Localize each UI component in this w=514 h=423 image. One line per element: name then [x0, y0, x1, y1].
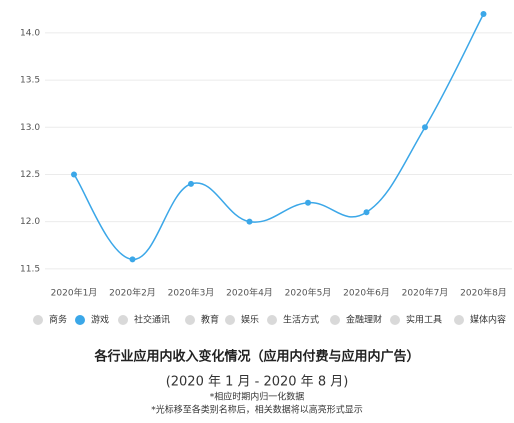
- note: *相应时期内归一化数据: [210, 391, 305, 403]
- x-tick-label: 2020年2月: [109, 287, 156, 299]
- point: [246, 218, 253, 225]
- legend-marker[interactable]: [185, 315, 195, 325]
- legend-label[interactable]: 娱乐: [241, 314, 259, 326]
- legend-label[interactable]: 生活方式: [283, 314, 319, 326]
- x-tick-label: 2020年5月: [285, 287, 332, 299]
- x-tick-label: 2020年8月: [460, 287, 507, 299]
- x-tick-label: 2020年3月: [168, 287, 215, 299]
- legend-marker[interactable]: [390, 315, 400, 325]
- point: [363, 209, 370, 216]
- x-tick-label: 2020年1月: [51, 287, 98, 299]
- legend-marker[interactable]: [75, 315, 85, 325]
- y-tick-label: 14.0: [20, 28, 40, 38]
- legend-marker[interactable]: [267, 315, 277, 325]
- x-tick-label: 2020年7月: [402, 287, 449, 299]
- legend-label[interactable]: 游戏: [91, 314, 109, 326]
- legend-marker[interactable]: [454, 315, 464, 325]
- y-tick-label: 12.5: [20, 170, 40, 180]
- legend-label[interactable]: 商务: [49, 314, 67, 326]
- legend-marker[interactable]: [33, 315, 43, 325]
- y-tick-label: 13.5: [20, 76, 40, 86]
- legend-label[interactable]: 金融理财: [346, 314, 382, 326]
- chart-subtitle: (2020 年 1 月 - 2020 年 8 月): [166, 375, 349, 390]
- y-tick-label: 13.0: [20, 123, 40, 133]
- point: [305, 199, 311, 206]
- x-tick-label: 2020年6月: [343, 287, 390, 299]
- point: [129, 256, 136, 263]
- legend-marker[interactable]: [330, 315, 340, 325]
- note: *光标移至各类别名称后，相关数据将以高亮形式显示: [151, 404, 363, 416]
- legend-label[interactable]: 媒体内容: [470, 314, 506, 326]
- chart-title: 各行业应用内收入变化情况（应用内付费与应用内广告）: [93, 349, 419, 365]
- point: [188, 180, 194, 187]
- point: [422, 124, 428, 131]
- legend-marker[interactable]: [118, 315, 128, 325]
- line: [73, 13, 485, 261]
- y-tick-label: 12.0: [20, 217, 40, 227]
- legend-label[interactable]: 社交通讯: [134, 314, 170, 326]
- legend-label[interactable]: 实用工具: [406, 314, 442, 326]
- x-tick-label: 2020年4月: [226, 287, 273, 299]
- y-tick-label: 11.5: [20, 264, 40, 274]
- point: [480, 11, 487, 17]
- legend-marker[interactable]: [225, 315, 235, 325]
- point: [71, 171, 77, 178]
- legend-label[interactable]: 教育: [201, 314, 219, 326]
